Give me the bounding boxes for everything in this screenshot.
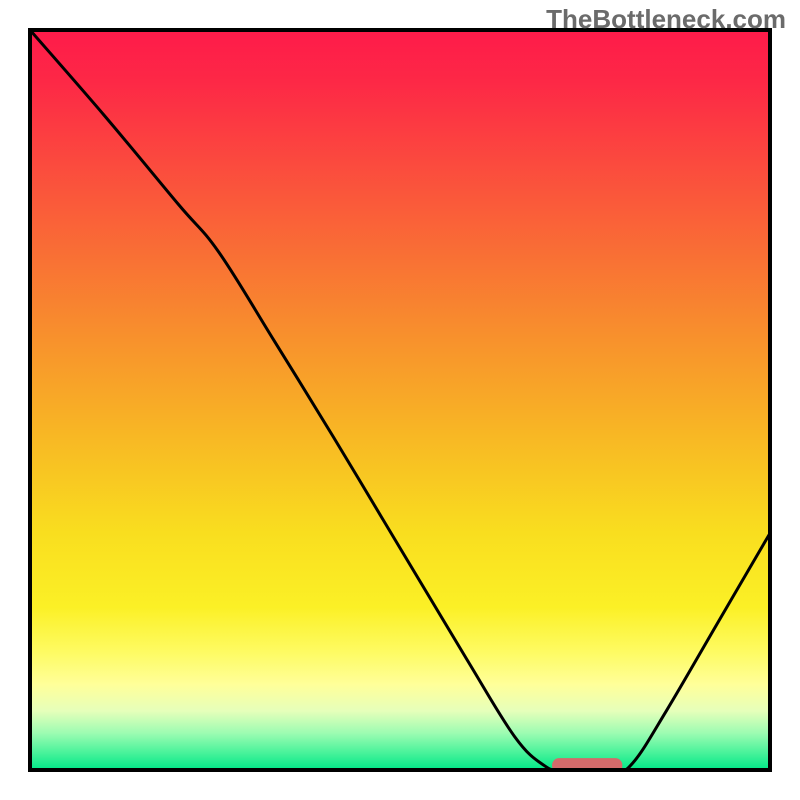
watermark-text: TheBottleneck.com <box>546 4 786 35</box>
bottleneck-chart <box>0 0 800 800</box>
chart-container: { "watermark": "TheBottleneck.com", "cha… <box>0 0 800 800</box>
gradient-background <box>30 30 770 770</box>
